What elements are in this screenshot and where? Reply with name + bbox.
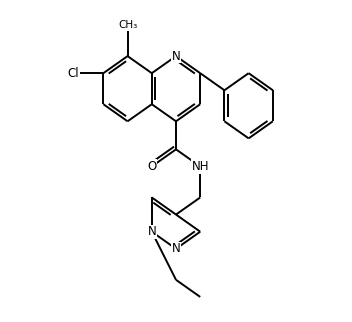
Text: N: N bbox=[147, 225, 156, 238]
Text: CH₃: CH₃ bbox=[118, 20, 137, 30]
Text: O: O bbox=[147, 160, 156, 173]
Text: N: N bbox=[172, 50, 180, 62]
Text: NH: NH bbox=[191, 160, 209, 173]
Text: Cl: Cl bbox=[68, 67, 79, 80]
Text: N: N bbox=[172, 242, 180, 255]
